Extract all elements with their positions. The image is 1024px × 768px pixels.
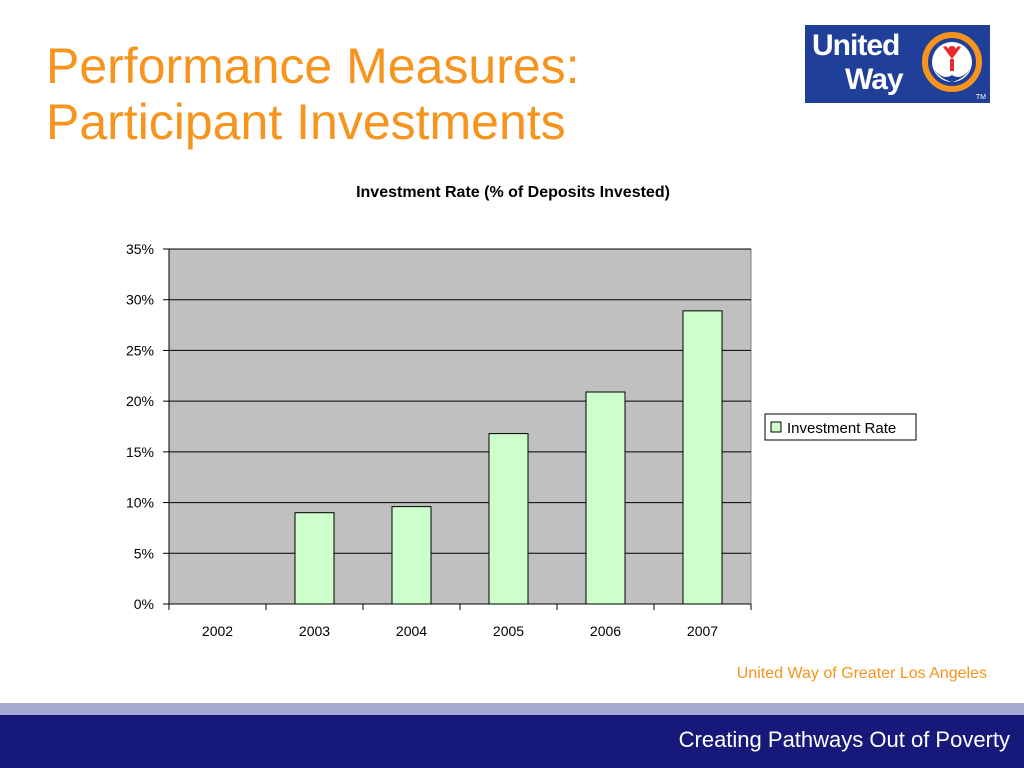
slide-title-line-2: Participant Investments [46,94,566,150]
bar-2003 [294,512,335,605]
legend-label: Investment Rate [787,420,896,437]
footer-tagline: Creating Pathways Out of Poverty [678,727,1010,752]
legend-swatch [770,421,782,433]
organization-name: United Way of Greater Los Angeles [736,665,987,682]
x-axis-ticks: 2002 2003 2004 2005 2006 2007 [168,604,752,639]
x-tick-label: 2007 [687,623,718,639]
y-tick-label: 25% [126,342,154,358]
logo-trademark: TM [975,94,986,101]
united-way-emblem-icon [922,32,982,92]
x-tick-label: 2004 [396,623,427,639]
slide-title: Performance Measures: Participant Invest… [46,38,766,150]
y-tick-label: 15% [126,444,154,460]
logo-word-way: Way [845,63,904,96]
y-tick-label: 0% [134,596,154,612]
y-tick-label: 10% [126,495,154,511]
bars [294,310,723,605]
x-tick-label: 2002 [202,623,233,639]
x-tick-label: 2003 [299,623,330,639]
bar-2004 [391,506,432,605]
footer-band-dark [0,715,1024,768]
logo-word-united: United [812,29,900,62]
plot-area [168,248,752,605]
y-tick-label: 35% [126,241,154,257]
y-tick-label: 20% [126,393,154,409]
united-way-logo: United Way TM [805,25,990,103]
investment-rate-chart: Investment Rate (% of Deposits Invested)… [126,184,917,639]
bar-2007 [682,310,723,605]
legend-box [764,413,917,441]
legend: Investment Rate [764,413,917,441]
bar-2006 [585,391,626,605]
gridlines [169,248,751,554]
x-tick-label: 2006 [590,623,621,639]
x-tick-label: 2005 [493,623,524,639]
chart-title: Investment Rate (% of Deposits Invested) [356,184,670,201]
y-tick-label: 5% [134,545,154,561]
y-axis-ticks: 0% 5% 10% 15% 20% 25% 30% 35% [126,241,169,612]
y-tick-label: 30% [126,292,154,308]
footer-band-light [0,703,1024,715]
slide-title-line-1: Performance Measures: [46,38,580,94]
bar-2005 [488,433,529,605]
